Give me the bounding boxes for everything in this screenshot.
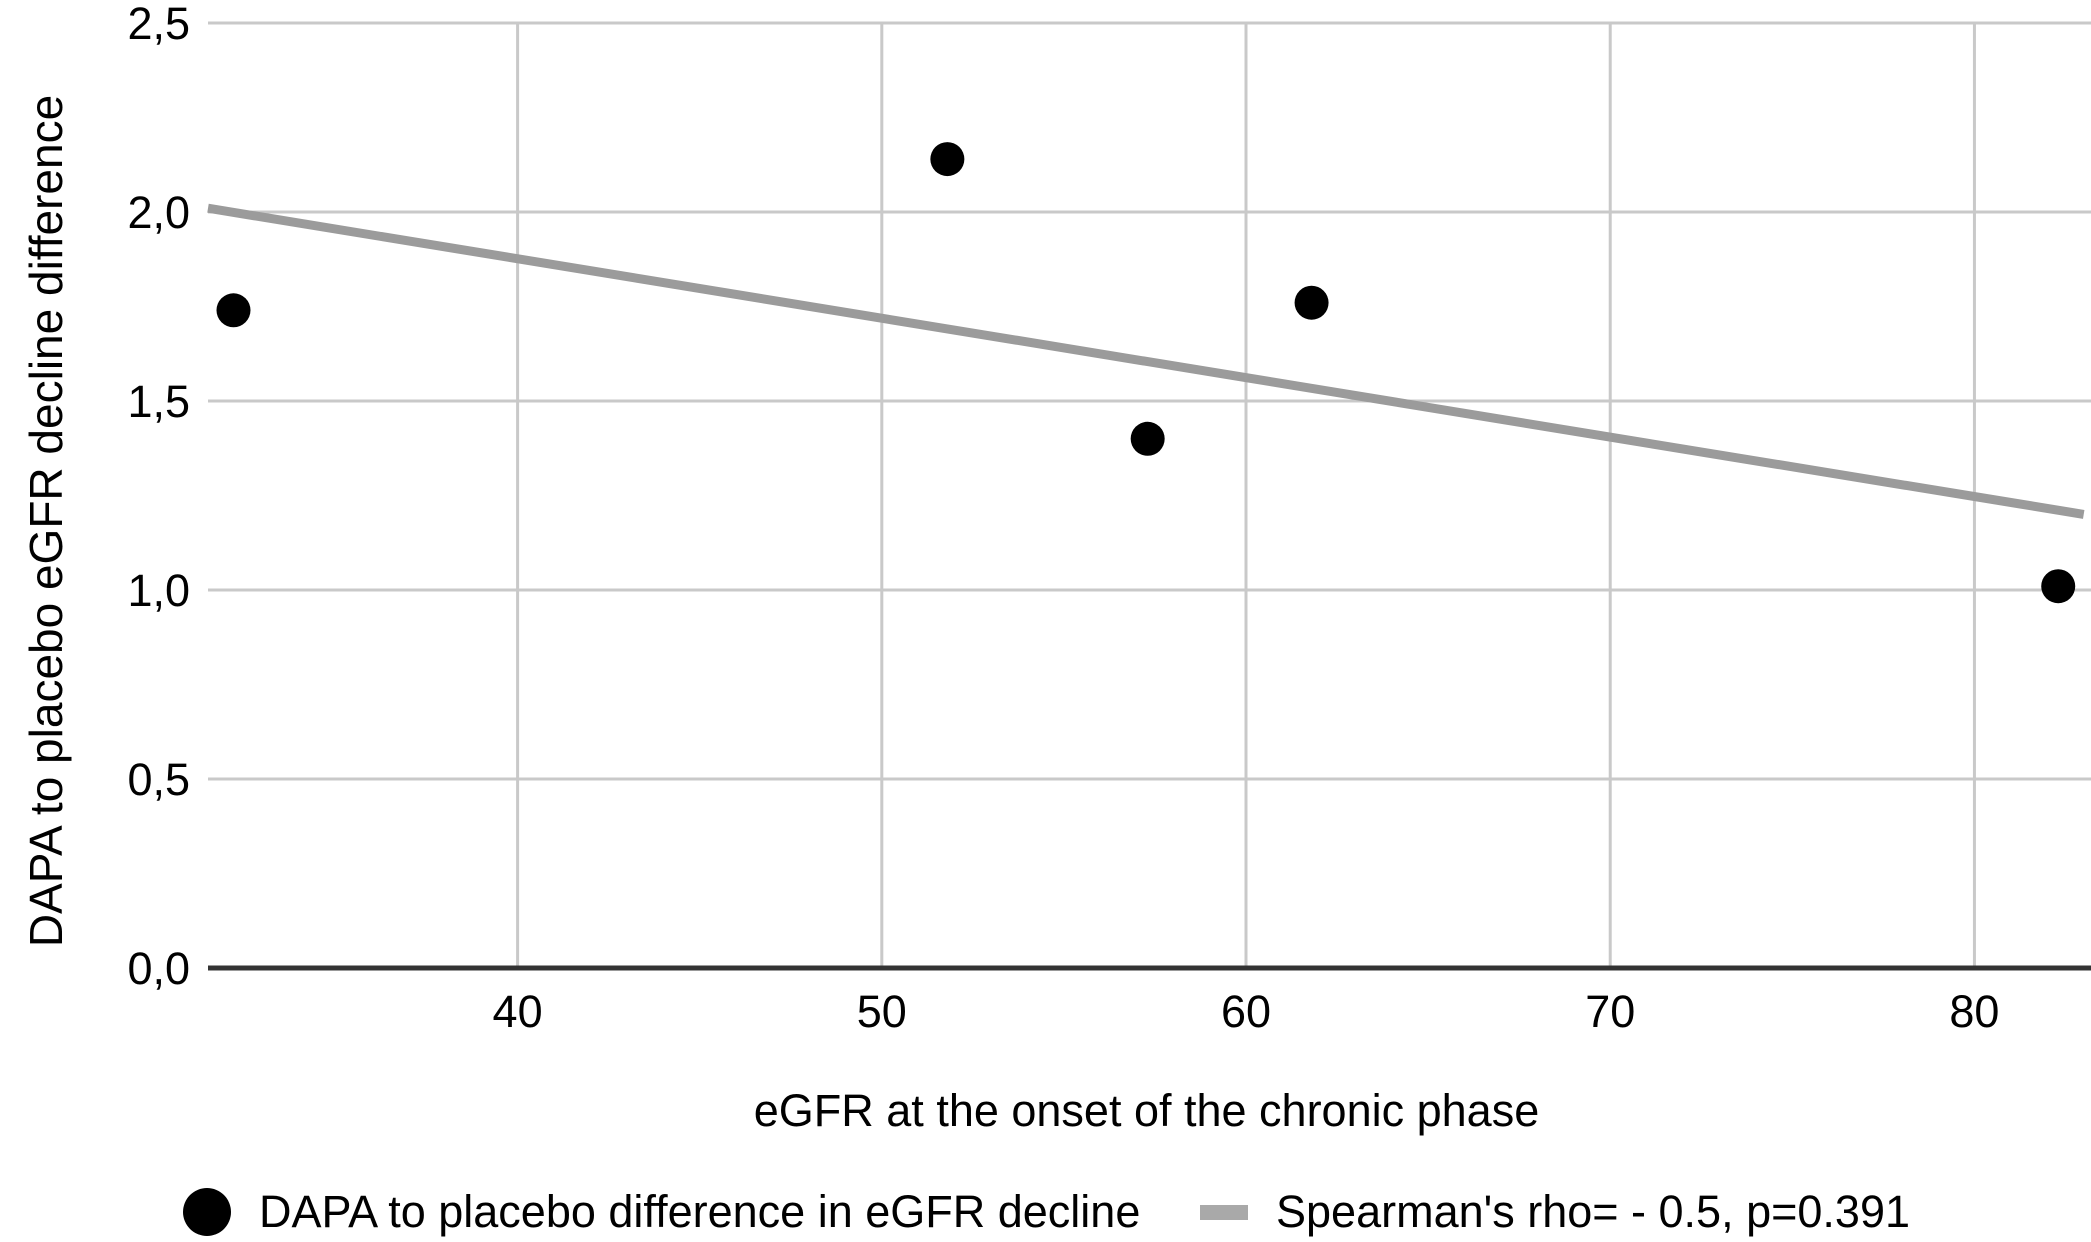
plot-area: 0,0 0,5 1,0 1,5 2,0 2,5 40 50 60 70 80 (127, 0, 2091, 1037)
data-point (930, 142, 965, 177)
legend-label-scatter: DAPA to placebo difference in eGFR decli… (259, 1186, 1141, 1237)
x-axis-title: eGFR at the onset of the chronic phase (753, 1085, 1540, 1136)
legend-item-trendline: Spearman's rho= - 0.5, p=0.391 (1200, 1186, 1910, 1238)
legend-item-scatter: DAPA to placebo difference in eGFR decli… (183, 1186, 1140, 1238)
y-tick-label: 2,5 (127, 0, 190, 49)
x-tick-label: 60 (1221, 986, 1271, 1037)
legend-label-trendline: Spearman's rho= - 0.5, p=0.391 (1276, 1186, 1910, 1237)
x-tick-label: 40 (493, 986, 543, 1037)
y-tick-label: 0,0 (127, 943, 190, 994)
y-tick-label: 0,5 (127, 754, 190, 805)
x-tick-label: 50 (857, 986, 907, 1037)
x-tick-label: 80 (1949, 986, 1999, 1037)
scatter-marker-icon (183, 1188, 231, 1236)
data-point (1130, 421, 1165, 456)
y-tick-label: 2,0 (127, 187, 190, 238)
data-point (2041, 569, 2076, 604)
y-tick-label: 1,5 (127, 376, 190, 427)
y-tick-label: 1,0 (127, 565, 190, 616)
trendline-marker-icon (1200, 1204, 1248, 1220)
data-point (216, 293, 251, 328)
x-tick-label: 70 (1585, 986, 1635, 1037)
data-point (1294, 285, 1329, 320)
trend-line (207, 203, 2085, 519)
